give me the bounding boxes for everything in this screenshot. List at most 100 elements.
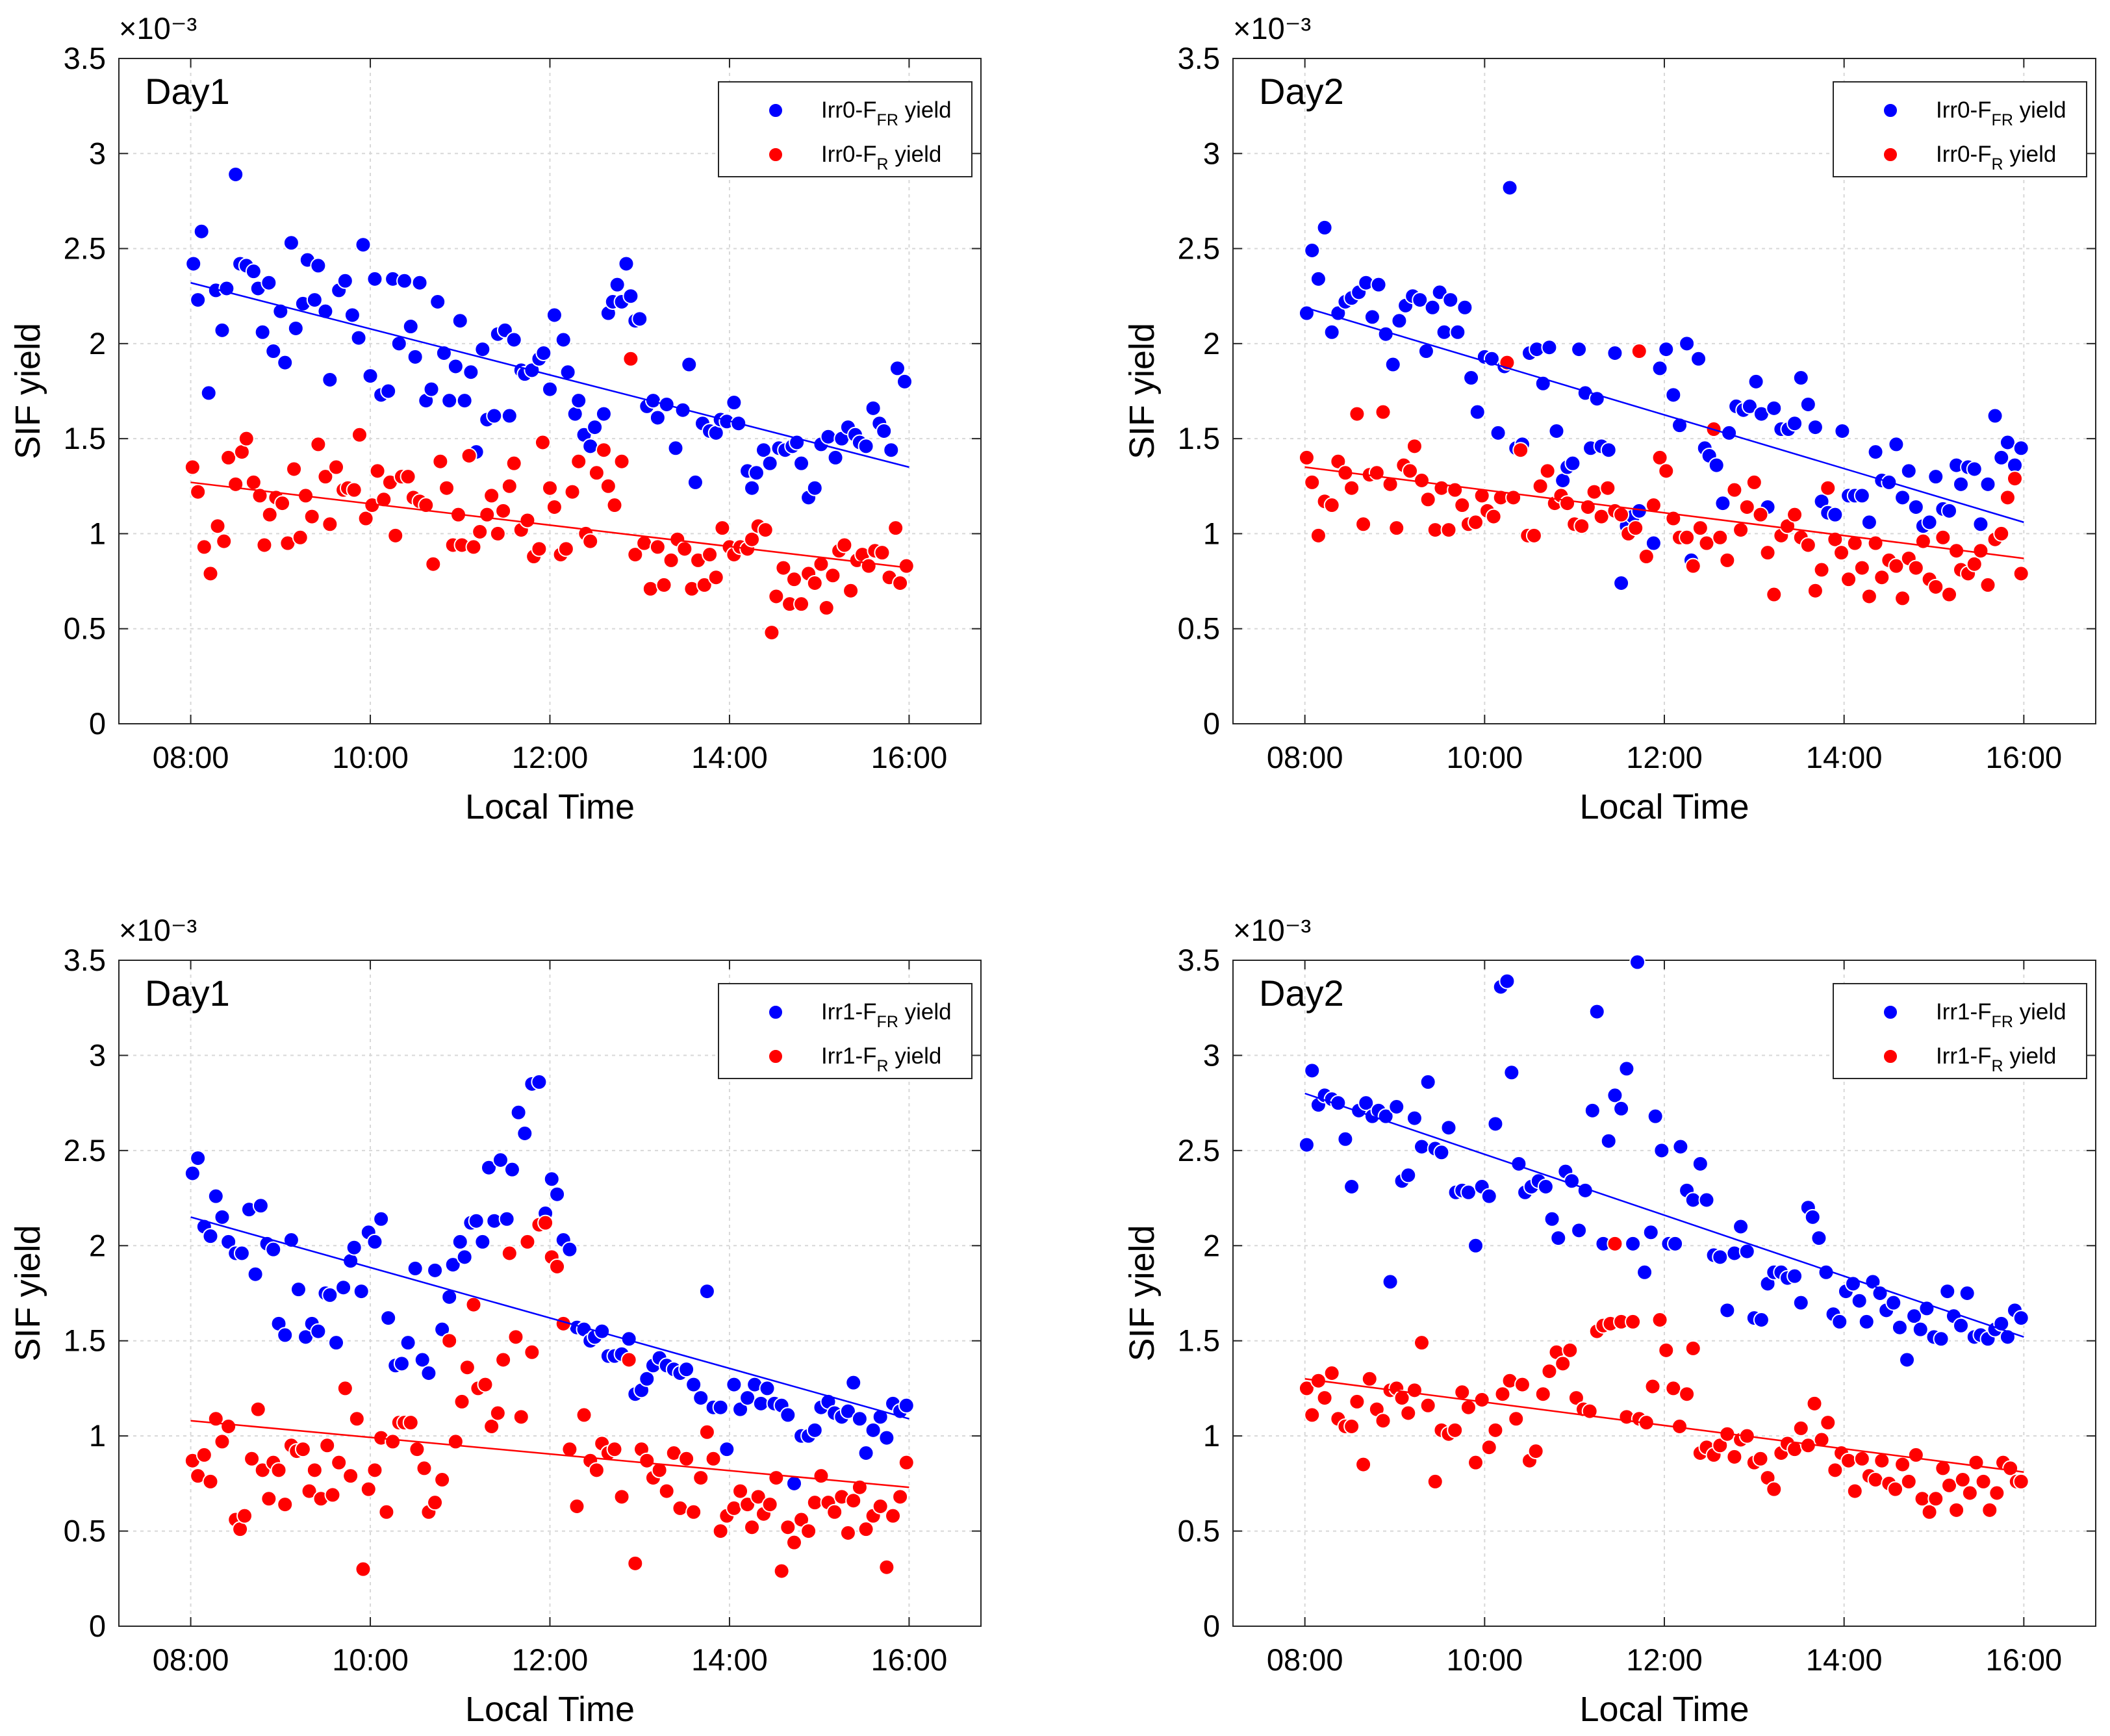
data-point [207, 1188, 224, 1205]
data-point [1532, 478, 1549, 494]
data-point [418, 497, 435, 514]
data-point [1900, 1473, 1917, 1490]
legend-label-tail: yield [2013, 999, 2066, 1025]
x-tick-label: 08:00 [1267, 1642, 1343, 1677]
data-point [534, 434, 551, 451]
data-point [1900, 463, 1917, 479]
data-point [1738, 1243, 1755, 1260]
legend-label-tail: yield [898, 97, 952, 123]
data-point [627, 546, 644, 563]
data-point [892, 1488, 909, 1505]
x-tick-label: 14:00 [1806, 1642, 1883, 1677]
data-point [1921, 1503, 1938, 1520]
data-point [220, 449, 237, 466]
data-point [1959, 1285, 1976, 1301]
data-point [425, 555, 442, 572]
data-point [432, 453, 449, 470]
data-point [193, 223, 210, 240]
legend-label-tail: yield [898, 999, 952, 1025]
data-point [785, 1475, 802, 1492]
data-point [667, 440, 684, 457]
data-point [261, 1490, 277, 1507]
data-point [1840, 1452, 1857, 1469]
data-point [1310, 527, 1327, 544]
data-point [681, 356, 698, 373]
data-point [1304, 242, 1321, 259]
data-point [860, 557, 877, 574]
data-point [718, 1441, 735, 1458]
legend-label: Irr0-FFR yield [821, 97, 952, 129]
data-point [874, 544, 891, 561]
data-point [639, 1452, 655, 1469]
data-point [600, 478, 616, 494]
data-point [732, 1483, 749, 1500]
data-point [1733, 1218, 1749, 1235]
data-point [726, 1500, 743, 1516]
data-point [447, 358, 464, 375]
data-point [292, 529, 309, 546]
data-point [1733, 522, 1749, 539]
data-point [344, 307, 361, 324]
data-point [1391, 313, 1408, 329]
data-point [1625, 1313, 1642, 1330]
legend-box [718, 81, 972, 177]
data-point [1490, 424, 1506, 441]
data-point [1684, 1340, 1701, 1357]
trend-line [190, 1216, 909, 1420]
legend-label: Irr1-FFR yield [1936, 999, 2066, 1031]
legend-label: Irr1-FR yield [1936, 1043, 2056, 1075]
data-point [559, 364, 576, 381]
legend-label-sub: FR [877, 111, 898, 129]
data-point [209, 518, 226, 535]
data-point [1698, 1192, 1715, 1208]
y-tick-label: 3 [89, 1038, 106, 1072]
data-point [290, 1281, 307, 1298]
data-point [1679, 335, 1696, 352]
legend: Irr1-FFR yield Irr1-FR yield [1833, 983, 2087, 1079]
data-point [360, 1481, 377, 1498]
data-point [561, 1241, 578, 1258]
data-point [793, 596, 810, 613]
data-point [1436, 324, 1453, 340]
data-point [1941, 502, 1958, 519]
data-point [1469, 403, 1486, 420]
data-point [1627, 520, 1644, 537]
data-point [1388, 1099, 1405, 1115]
data-point [839, 1525, 856, 1541]
data-point [1966, 555, 1983, 572]
data-point [1712, 529, 1729, 546]
data-point [2013, 1473, 2029, 1490]
data-point [843, 582, 859, 599]
data-point [385, 1433, 401, 1450]
data-point [501, 1245, 518, 1262]
y-tick-label: 3.5 [1178, 41, 1220, 75]
data-point [310, 1323, 327, 1340]
data-point [1481, 1188, 1497, 1205]
data-point [249, 1401, 266, 1418]
data-point [622, 288, 639, 305]
x-tick-label: 08:00 [153, 1642, 229, 1677]
data-point [2013, 565, 2029, 582]
data-point [1941, 586, 1958, 603]
data-point [1853, 487, 1870, 504]
data-point [531, 1073, 548, 1090]
y-tick-label: 2.5 [1178, 1133, 1220, 1168]
legend-label-sub: FR [1992, 1013, 2013, 1031]
data-point [409, 1441, 426, 1458]
data-point [570, 453, 587, 470]
data-point [1651, 1312, 1668, 1328]
data-point [1534, 1386, 1551, 1403]
y-tick-label: 1.5 [64, 421, 106, 455]
data-point [1792, 1420, 1809, 1436]
data-point [1679, 529, 1696, 546]
data-point [1512, 442, 1529, 459]
data-point [202, 1473, 219, 1490]
data-point [1799, 396, 1816, 413]
data-point [1779, 518, 1796, 535]
data-point [1414, 1138, 1430, 1155]
data-point [1468, 514, 1484, 531]
data-point [1846, 535, 1863, 552]
data-point [2013, 1310, 2029, 1327]
y-tick-label: 0 [1203, 706, 1220, 741]
